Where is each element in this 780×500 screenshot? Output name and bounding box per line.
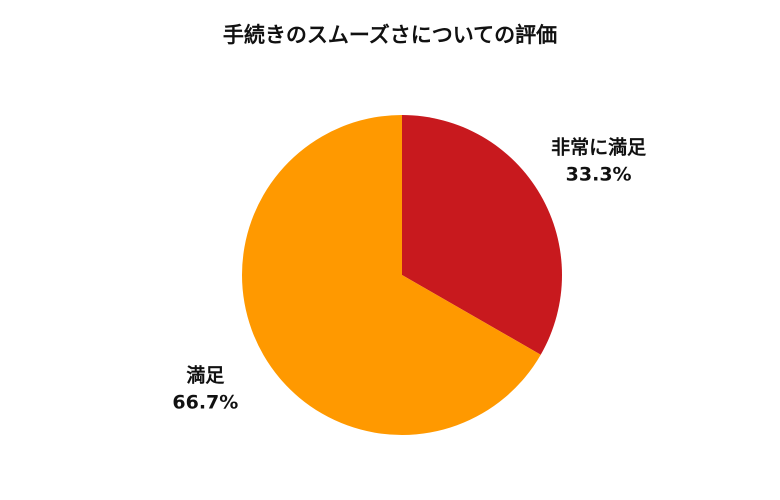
slice-label: 満足: [186, 364, 225, 386]
slice-value-label: 33.3%: [566, 164, 632, 186]
pie-slice: [242, 115, 541, 436]
slice-label: 非常に満足: [551, 136, 647, 159]
pie-slice: [402, 115, 563, 355]
chart-title: 手続きのスムーズさについての評価: [223, 23, 557, 47]
slice-value-label: 66.7%: [172, 391, 238, 413]
